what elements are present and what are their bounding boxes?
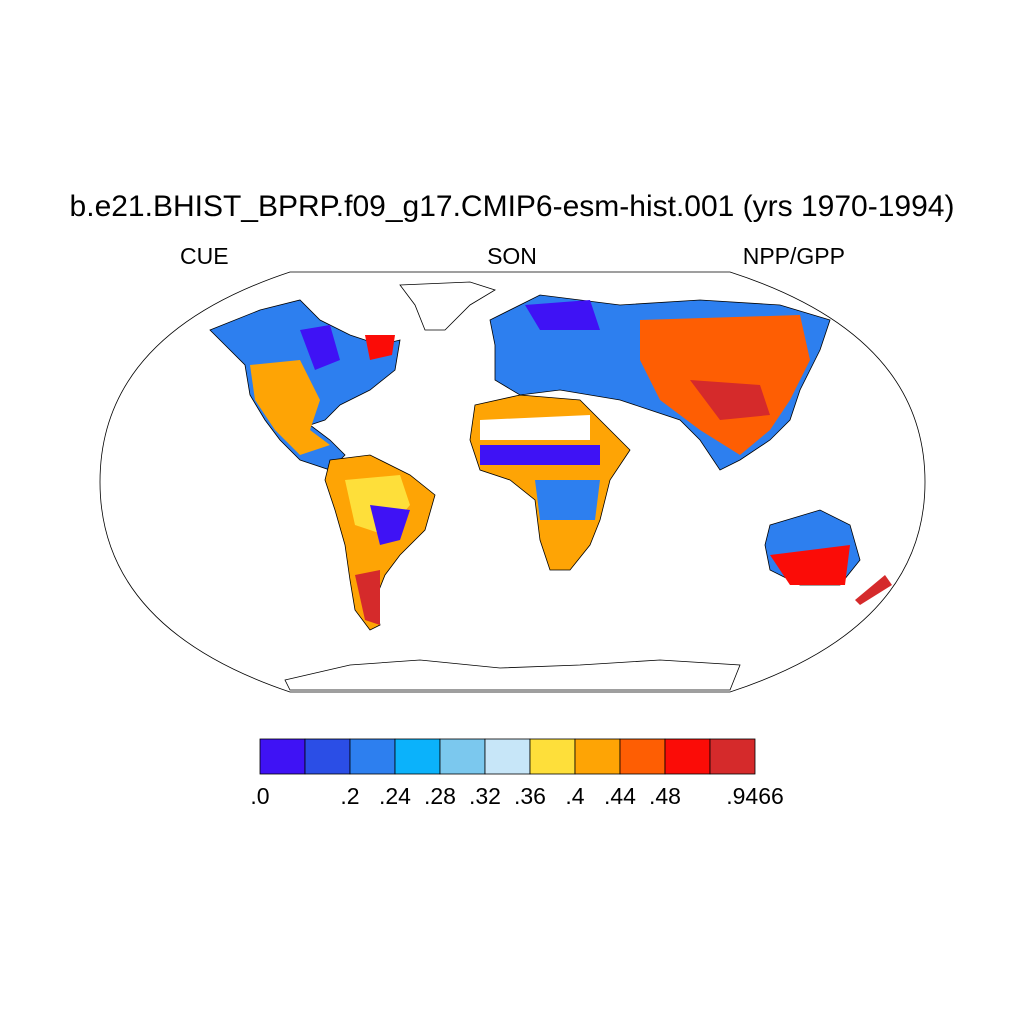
colorbar-label: .32 — [469, 783, 501, 809]
colorbar-label: .24 — [379, 783, 411, 809]
region — [690, 380, 770, 420]
left-subtitle: CUE — [180, 243, 229, 269]
region — [480, 415, 590, 440]
colorbar-box — [619, 738, 666, 775]
colorbar-label: .44 — [604, 783, 636, 809]
colorbar-box — [529, 738, 576, 775]
colorbar-box — [259, 738, 306, 775]
greenland — [399, 281, 496, 331]
colorbar-label: .48 — [649, 783, 681, 809]
region — [355, 570, 380, 625]
colorbar-label: .2 — [340, 783, 359, 809]
colorbar-label: .9466 — [726, 783, 784, 809]
antarctica — [284, 659, 741, 691]
colorbar-box — [709, 738, 756, 775]
colorbar-box — [349, 738, 396, 775]
map — [99, 271, 926, 693]
colorbar-box — [664, 738, 711, 775]
colorbar-box — [304, 738, 351, 775]
colorbar-box — [574, 738, 621, 775]
region — [770, 545, 850, 585]
new-zealand — [855, 575, 892, 605]
colorbar-label: .36 — [514, 783, 546, 809]
region — [535, 480, 600, 520]
title: b.e21.BHIST_BPRP.f09_g17.CMIP6-esm-hist.… — [70, 190, 955, 223]
region — [525, 300, 600, 330]
right-subtitle: NPP/GPP — [743, 243, 845, 269]
colorbar-box — [439, 738, 486, 775]
region — [370, 505, 410, 545]
region — [365, 335, 395, 360]
colorbar-label: .4 — [565, 783, 584, 809]
colorbar-label: .28 — [424, 783, 456, 809]
colorbar-box — [394, 738, 441, 775]
region — [250, 360, 330, 455]
region — [480, 445, 600, 465]
colorbar-box — [484, 738, 531, 775]
region — [300, 325, 340, 370]
center-subtitle: SON — [487, 243, 537, 269]
colorbar: .0 .2 .24 .28 .32 .36 .4 .44 .48 .9466 — [250, 738, 784, 809]
colorbar-label: .0 — [250, 783, 269, 809]
